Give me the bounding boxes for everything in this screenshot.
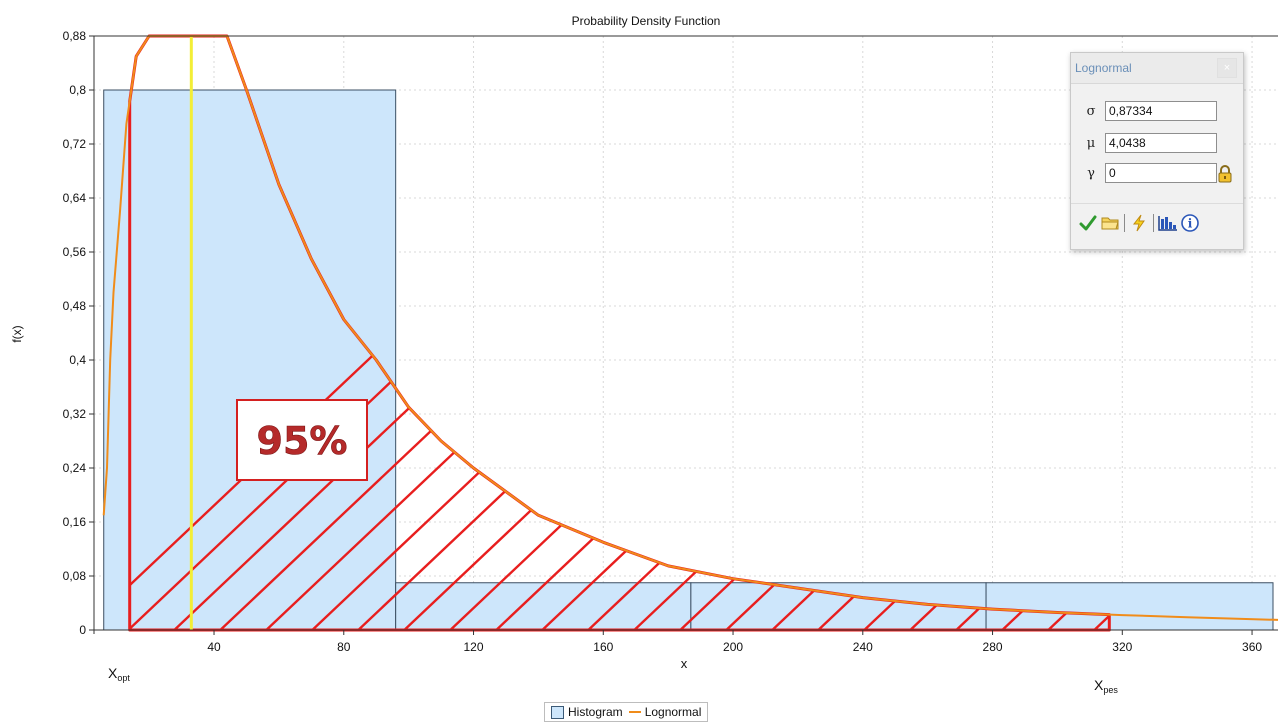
percent-box: 95% — [236, 399, 368, 481]
lognormal-line — [102, 35, 1278, 621]
hatch-line — [407, 36, 1110, 630]
y-tick-label: 0,88 — [63, 29, 87, 43]
hatch-line — [361, 36, 1093, 630]
y-tick-label: 0,72 — [63, 137, 87, 151]
x-tick-label: 240 — [853, 640, 873, 654]
lognormal-swatch — [628, 711, 641, 713]
chart-legend: Histogram Lognormal — [544, 702, 709, 722]
legend-histogram-label: Histogram — [568, 705, 623, 719]
tick-labels: 40 80 120 160 200 240 280 320 360 0 0,08 0,16 0,24 0,… — [63, 29, 1263, 654]
y-axis-label: f(x) — [10, 325, 24, 342]
x-axis-label: x — [681, 656, 688, 671]
panel-toolbar: i — [1077, 211, 1201, 235]
sigma-symbol: σ — [1086, 104, 1096, 119]
axes — [90, 35, 1278, 634]
histogram-bar — [103, 89, 397, 631]
x-opt-base: X — [108, 665, 118, 681]
x-opt-label: Xopt — [108, 665, 130, 683]
sigma-row: σ — [1071, 101, 1243, 123]
lightning-icon[interactable] — [1128, 212, 1150, 234]
gamma-row: γ — [1071, 163, 1243, 185]
lognormal-curve — [102, 35, 1278, 621]
x-tick-label: 360 — [1242, 640, 1262, 654]
percent-label: 95% — [257, 419, 348, 463]
y-tick-label: 0,8 — [69, 83, 86, 97]
y-tick-label: 0,24 — [63, 461, 87, 475]
y-tick-label: 0,56 — [63, 245, 87, 259]
x-opt-sub: opt — [117, 673, 130, 683]
legend-lognormal-label: Lognormal — [644, 705, 702, 719]
y-tick-label: 0 — [79, 623, 86, 637]
panel-titlebar: Lognormal × — [1071, 53, 1243, 84]
x-tick-label: 80 — [337, 640, 351, 654]
gamma-symbol: γ — [1087, 166, 1095, 181]
y-tick-label: 0,4 — [69, 353, 86, 367]
folder-icon[interactable] — [1099, 212, 1121, 234]
x-pes-base: X — [1094, 677, 1104, 693]
mu-input[interactable] — [1105, 133, 1217, 153]
histogram-swatch — [551, 705, 564, 719]
y-tick-label: 0,08 — [63, 569, 87, 583]
x-tick-label: 120 — [464, 640, 484, 654]
lock-icon[interactable] — [1217, 165, 1233, 183]
chart-title: Probability Density Function — [572, 14, 721, 28]
histogram-bar — [985, 582, 1274, 631]
toolbar-divider — [1153, 214, 1154, 232]
y-tick-label: 0,48 — [63, 299, 87, 313]
x-tick-label: 200 — [723, 640, 743, 654]
mu-row: μ — [1071, 133, 1243, 155]
y-tick-label: 0,16 — [63, 515, 87, 529]
gamma-input[interactable] — [1105, 163, 1217, 183]
panel-separator — [1071, 203, 1243, 204]
y-tick-label: 0,64 — [63, 191, 87, 205]
x-tick-label: 40 — [207, 640, 221, 654]
parameters-panel: Lognormal × σ μ γ i — [1070, 52, 1244, 250]
panel-title: Lognormal — [1075, 61, 1132, 75]
sigma-input[interactable] — [1105, 101, 1217, 121]
y-tick-label: 0,32 — [63, 407, 87, 421]
check-icon[interactable] — [1077, 212, 1099, 234]
mu-symbol: μ — [1086, 136, 1096, 151]
histogram-bar — [395, 582, 692, 631]
x-tick-label: 280 — [983, 640, 1003, 654]
x-pes-label: Xpes — [1094, 677, 1118, 695]
x-pes-sub: pes — [1103, 685, 1118, 695]
info-icon[interactable]: i — [1179, 212, 1201, 234]
x-tick-label: 160 — [593, 640, 613, 654]
toolbar-divider — [1124, 214, 1125, 232]
info-glyph: i — [1188, 217, 1193, 231]
x-tick-label: 320 — [1112, 640, 1132, 654]
histogram-icon[interactable] — [1157, 212, 1179, 234]
close-button[interactable]: × — [1217, 58, 1237, 78]
